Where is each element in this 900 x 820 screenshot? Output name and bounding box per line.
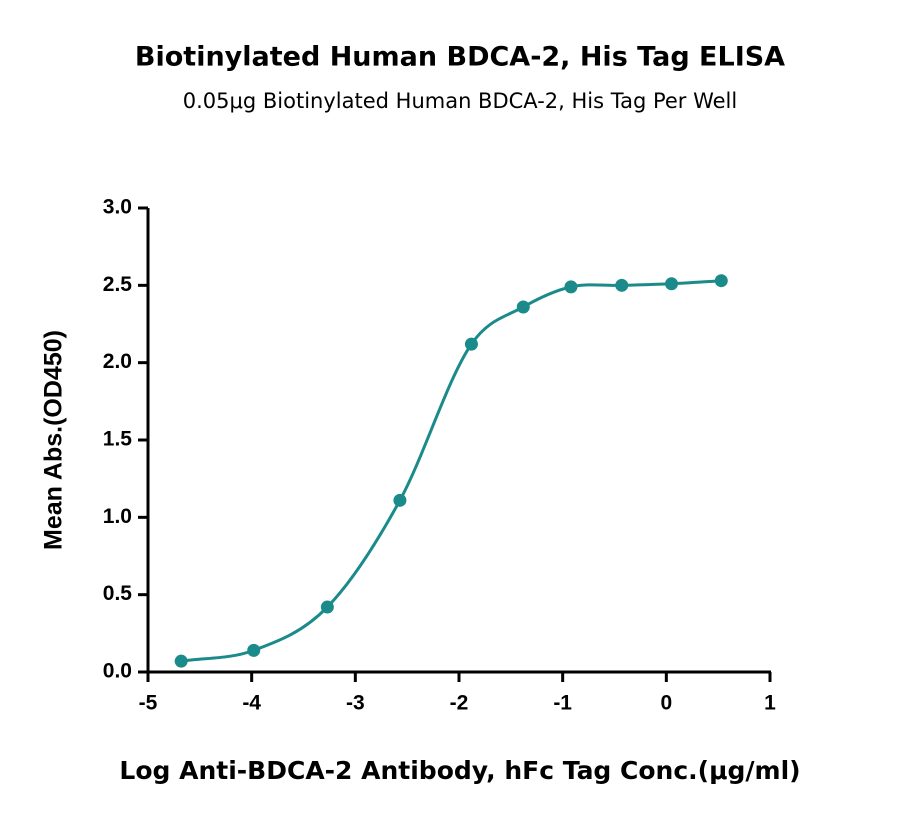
data-point	[665, 277, 679, 291]
data-point	[464, 337, 478, 351]
x-tick-label: -1	[553, 692, 572, 715]
data-point	[714, 274, 728, 288]
y-tick-label: 1.5	[103, 428, 133, 451]
chart-title: Biotinylated Human BDCA-2, His Tag ELISA	[135, 42, 785, 73]
x-tick-label: 0	[660, 692, 672, 715]
y-tick-label: 2.5	[103, 273, 133, 296]
y-tick-label: 2.0	[103, 350, 132, 373]
x-tick-label: -3	[346, 692, 365, 715]
x-tick-label: -5	[139, 692, 158, 715]
fit-curve	[180, 279, 722, 663]
y-tick-label: 0.0	[103, 660, 132, 683]
chart-subtitle: 0.05μg Biotinylated Human BDCA-2, His Ta…	[183, 89, 737, 113]
data-point	[615, 278, 629, 292]
x-tick-label: -2	[450, 692, 469, 715]
y-axis-label: Mean Abs.(OD450)	[40, 330, 68, 550]
y-tick-label: 0.5	[103, 582, 133, 605]
data-point	[174, 654, 188, 668]
x-tick-label: -4	[242, 692, 261, 715]
data-point	[247, 643, 261, 657]
y-tick-label: 3.0	[103, 196, 132, 219]
data-point	[516, 300, 530, 314]
data-point	[320, 600, 334, 614]
data-point	[564, 280, 578, 294]
y-tick-label: 1.0	[103, 505, 132, 528]
x-axis-label: Log Anti-BDCA-2 Antibody, hFc Tag Conc.(…	[119, 756, 800, 785]
data-point	[393, 493, 407, 507]
x-tick-label: 1	[764, 692, 776, 715]
